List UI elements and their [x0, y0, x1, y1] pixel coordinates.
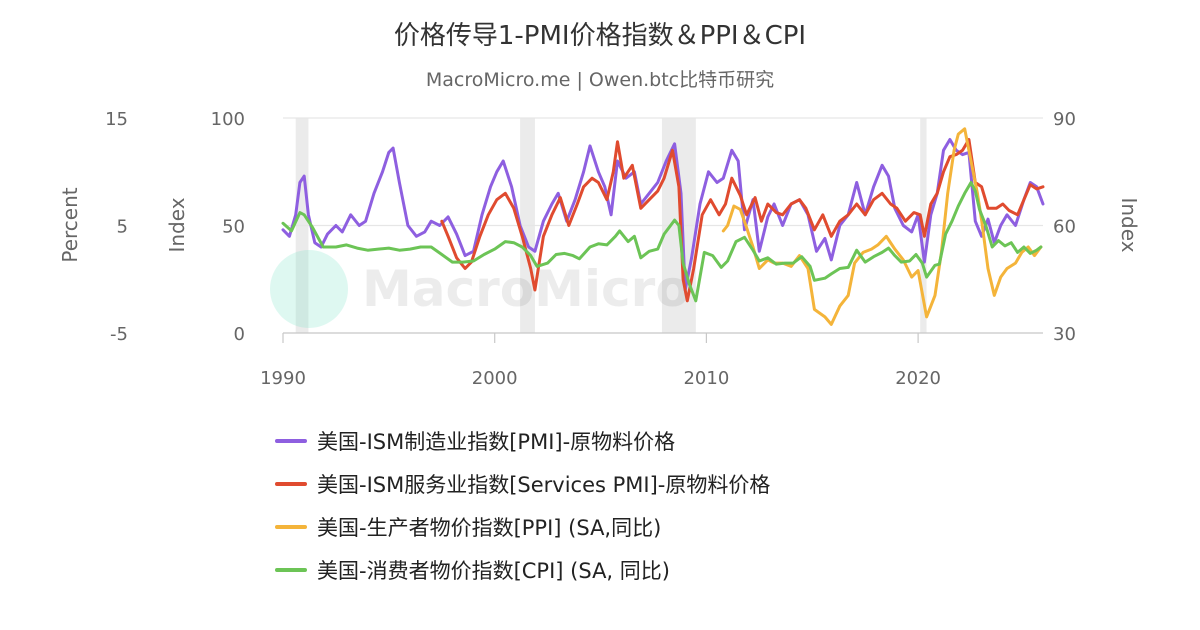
y-tick-label: -5 — [110, 324, 128, 345]
x-tick-label: 1990 — [260, 368, 306, 389]
y-tick-label: 30 — [1053, 324, 1076, 345]
y-axis-title-percent: Percent — [58, 187, 82, 262]
legend: 美国-ISM制造业指数[PMI]-原物料价格美国-ISM服务业指数[Servic… — [275, 430, 770, 583]
legend-item-label: 美国-ISM制造业指数[PMI]-原物料价格 — [317, 430, 675, 454]
series-line-2 — [721, 127, 1043, 326]
y-axis-index-left: 100 50 0 — [211, 109, 245, 345]
legend-item-label: 美国-消费者物价指数[CPI] (SA, 同比) — [317, 559, 670, 583]
watermark-text: MacroMicro — [362, 260, 690, 318]
y-tick-label: 0 — [234, 324, 245, 345]
y-axis-title-index-left: Index — [165, 197, 189, 252]
watermark-logo-icon — [270, 250, 348, 328]
x-tick-label: 2020 — [895, 368, 941, 389]
legend-item-label: 美国-生产者物价指数[PPI] (SA,同比) — [317, 516, 661, 540]
y-axis-title-index-right: Index — [1117, 197, 1141, 252]
watermark: MacroMicro — [270, 250, 690, 328]
x-axis: 1990 2000 2010 2020 — [260, 333, 941, 389]
y-axis-percent: 15 5 -5 — [105, 109, 128, 345]
x-tick-label: 2010 — [683, 368, 729, 389]
series-line-3 — [281, 181, 1043, 303]
y-axis-index-right: 90 60 30 — [1053, 109, 1076, 345]
y-tick-label: 90 — [1053, 109, 1076, 130]
legend-item-label: 美国-ISM服务业指数[Services PMI]-原物料价格 — [317, 473, 770, 497]
series-line-0 — [281, 138, 1045, 292]
chart-subtitle: MacroMicro.me | Owen.btc比特币研究 — [426, 69, 774, 91]
series-lines — [281, 127, 1045, 326]
y-tick-label: 60 — [1053, 217, 1076, 238]
y-tick-label: 15 — [105, 109, 128, 130]
y-tick-label: 50 — [222, 217, 245, 238]
y-tick-label: 5 — [117, 217, 128, 238]
x-tick-label: 2000 — [472, 368, 518, 389]
y-tick-label: 100 — [211, 109, 245, 130]
chart-title: 价格传导1-PMI价格指数＆PPI＆CPI — [394, 21, 806, 51]
